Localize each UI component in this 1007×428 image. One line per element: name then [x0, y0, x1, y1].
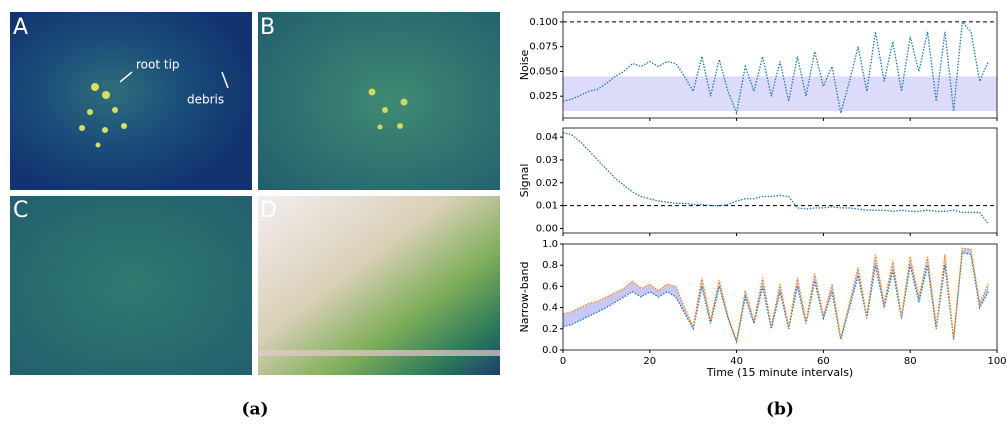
y-tick-label: 0.025 — [529, 91, 558, 102]
y-tick-label: 0.03 — [536, 155, 558, 166]
y-tick-label: 0.2 — [542, 324, 558, 335]
y-tick-label: 0.100 — [529, 17, 558, 28]
x-tick-label: 40 — [730, 356, 743, 367]
fill-between — [563, 248, 989, 342]
panel-image — [258, 12, 500, 190]
y-tick-label: 0.4 — [542, 303, 558, 314]
data-line — [562, 20, 989, 116]
x-tick-label: 0 — [560, 356, 566, 367]
annotation: debris — [187, 93, 224, 107]
plot-frame — [562, 243, 998, 351]
image-panels: A B C D root tip debris (a) (b) — [10, 12, 794, 420]
y-tick-label: 0.01 — [536, 201, 558, 212]
caption: (b) — [766, 400, 794, 420]
y-tick-label: 0.050 — [529, 66, 558, 77]
y-tick-label: 0.04 — [536, 132, 558, 143]
y-tick-label: 0.075 — [529, 42, 558, 53]
root-tip-blobs — [79, 83, 127, 148]
band — [563, 76, 997, 112]
arrow — [221, 71, 229, 89]
panel-label: B — [260, 15, 275, 40]
y-tick-label: 1.0 — [542, 239, 558, 250]
y-axis-label: Signal — [518, 164, 531, 198]
y-tick-label: 0.02 — [536, 178, 558, 189]
panel-label: A — [13, 15, 28, 40]
y-tick-label: 0.6 — [542, 281, 558, 292]
y-axis-label: Noise — [518, 50, 531, 81]
x-tick-label: 80 — [904, 356, 917, 367]
y-axis-label: Narrow-band — [518, 262, 531, 333]
x-tick-label: 60 — [817, 356, 830, 367]
panel-image — [10, 196, 252, 375]
plot-frame — [562, 11, 998, 119]
caption: (a) — [241, 400, 268, 420]
y-tick-label: 0.0 — [542, 345, 558, 356]
panel-label: D — [260, 198, 277, 223]
stripe — [258, 350, 500, 356]
data-line — [562, 131, 989, 225]
x-tick-label: 20 — [643, 356, 656, 367]
panel-image — [10, 12, 252, 190]
panel-label: C — [13, 198, 28, 223]
y-tick-label: 0.00 — [536, 223, 558, 234]
data-line — [562, 251, 989, 344]
annotation: root tip — [136, 58, 180, 72]
blobs — [368, 88, 408, 130]
plot-frame — [562, 127, 998, 234]
arrow — [119, 71, 133, 83]
data-line — [562, 247, 989, 342]
panel-image — [258, 196, 500, 375]
x-axis-label: Time (15 minute intervals) — [706, 366, 853, 379]
y-tick-label: 0.8 — [542, 260, 558, 271]
x-tick-label: 100 — [987, 356, 1006, 367]
